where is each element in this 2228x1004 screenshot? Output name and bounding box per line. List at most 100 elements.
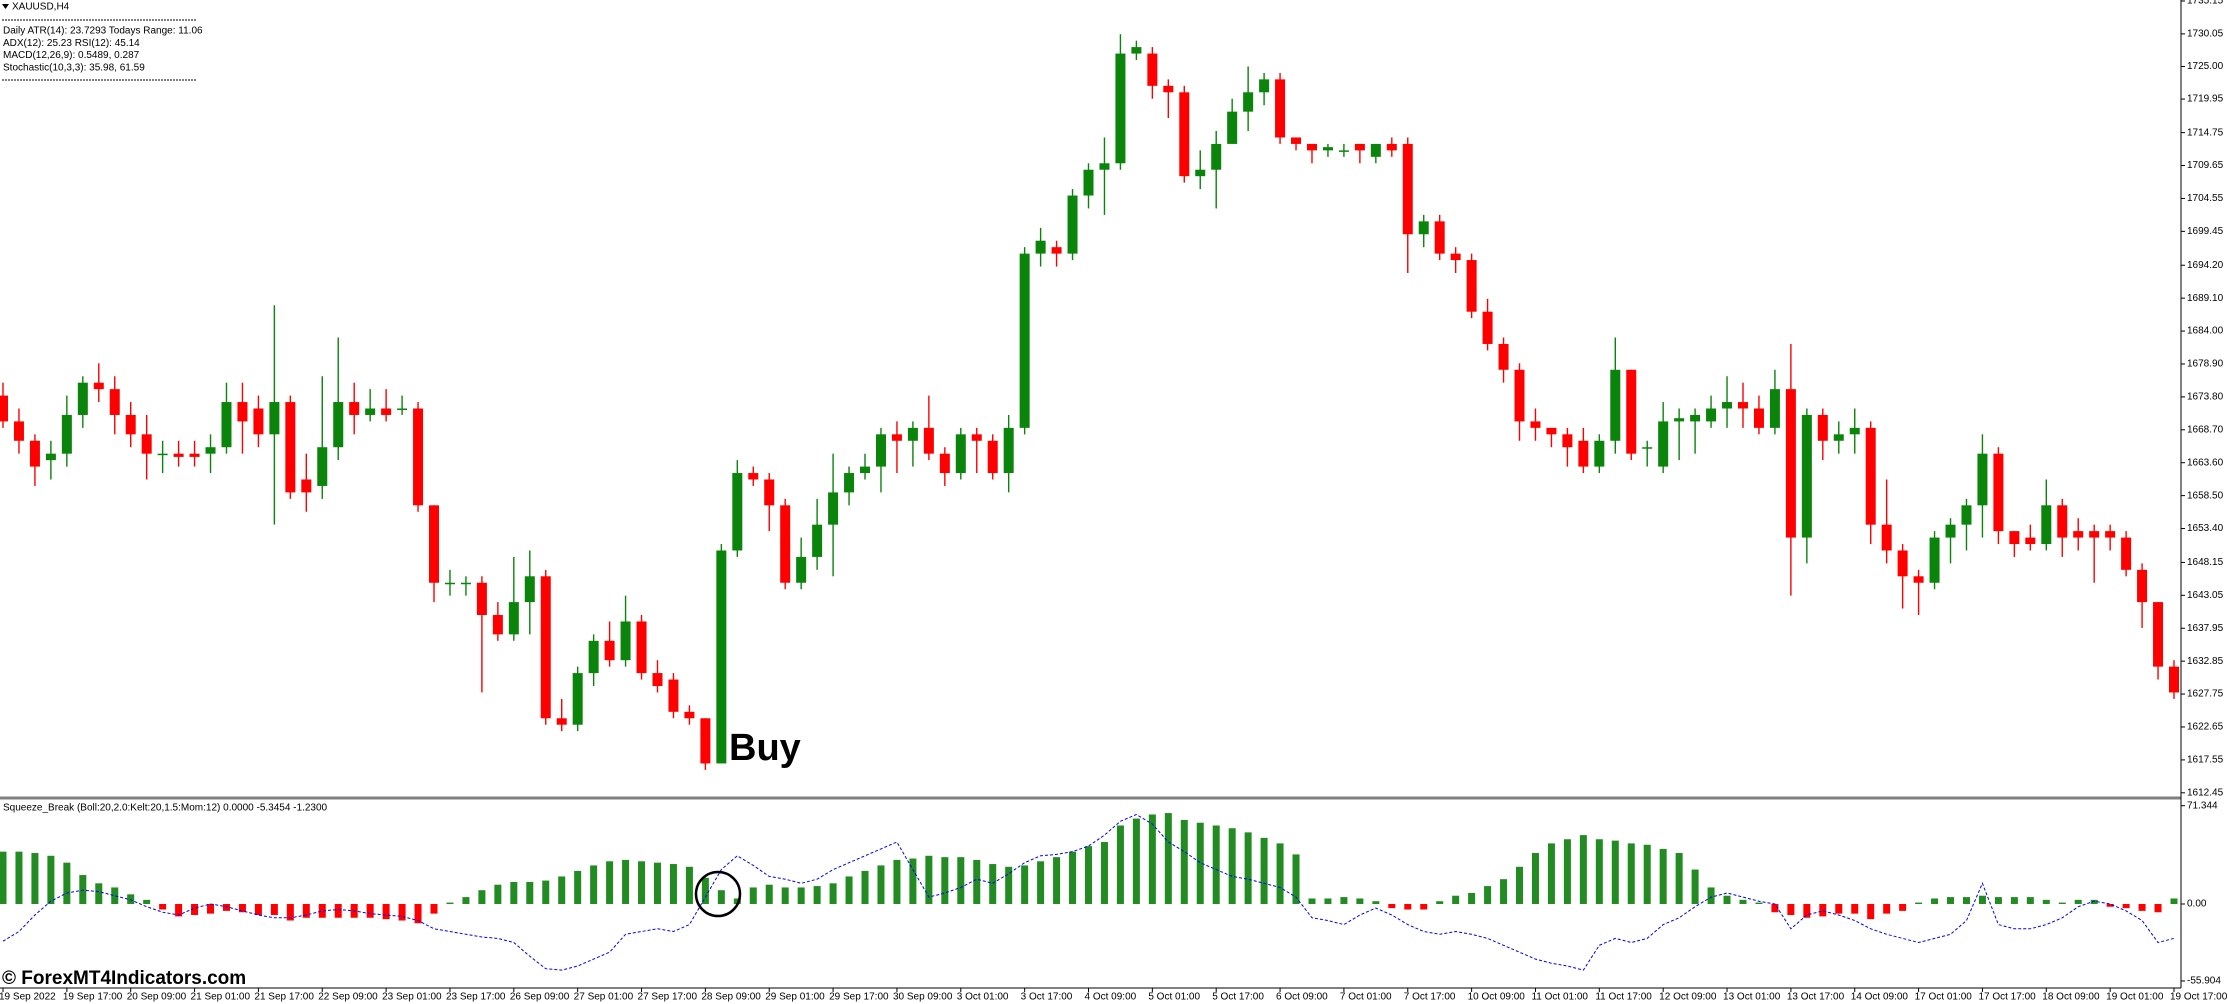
symbol-title: XAUUSD,H4 bbox=[12, 2, 70, 13]
buy-annotation: Buy bbox=[729, 727, 801, 769]
histogram-bar bbox=[1436, 901, 1444, 904]
histogram-bar bbox=[1978, 895, 1986, 904]
histogram-bar bbox=[941, 857, 949, 904]
y-tick-label: -55.904 bbox=[2187, 976, 2221, 987]
candle-body bbox=[508, 602, 519, 635]
candle-body bbox=[987, 440, 998, 474]
x-tick-label: 19 Sep 2022 bbox=[0, 992, 56, 1003]
y-tick-label: 0.00 bbox=[2187, 899, 2207, 910]
histogram-bar bbox=[1531, 853, 1539, 904]
histogram-bar bbox=[2106, 903, 2114, 907]
histogram-bar bbox=[1803, 903, 1811, 918]
candle-body bbox=[588, 640, 599, 674]
histogram-bar bbox=[574, 870, 582, 904]
histogram-bar bbox=[1292, 854, 1300, 904]
histogram-bar bbox=[478, 890, 486, 904]
x-tick-label: 21 Sep 17:00 bbox=[254, 992, 314, 1003]
candle-body bbox=[1402, 143, 1413, 235]
histogram-bar bbox=[1132, 818, 1140, 904]
candle-body bbox=[1051, 247, 1062, 254]
histogram-bar bbox=[1308, 898, 1316, 904]
candle-body bbox=[939, 453, 950, 474]
x-tick-label: 27 Sep 01:00 bbox=[574, 992, 634, 1003]
y-tick-label: 1612.45 bbox=[2187, 787, 2224, 798]
candle-body bbox=[2057, 505, 2068, 538]
histogram-bar bbox=[558, 876, 566, 904]
histogram-bar bbox=[222, 903, 230, 911]
histogram-bar bbox=[542, 880, 550, 904]
histogram-bar bbox=[590, 865, 598, 904]
histogram-bar bbox=[334, 903, 342, 918]
x-tick-label: 12 Oct 09:00 bbox=[1659, 992, 1717, 1003]
candle-body bbox=[2137, 569, 2148, 603]
histogram-bar bbox=[1755, 902, 1763, 904]
candle-body bbox=[1386, 143, 1397, 151]
candle-body bbox=[1945, 524, 1956, 538]
candle-body bbox=[476, 582, 487, 616]
candle-body bbox=[556, 718, 567, 725]
candle-body bbox=[1291, 137, 1302, 144]
histogram-bar bbox=[1180, 819, 1188, 904]
y-tick-label: 1704.55 bbox=[2187, 193, 2224, 204]
histogram-bar bbox=[1707, 887, 1715, 904]
y-tick-label: 1725.00 bbox=[2187, 61, 2224, 72]
candle-body bbox=[748, 473, 759, 480]
candle-body bbox=[1019, 253, 1030, 428]
histogram-bar bbox=[1659, 848, 1667, 904]
candle-body bbox=[1115, 53, 1126, 164]
x-tick-label: 10 Oct 09:00 bbox=[1468, 992, 1526, 1003]
x-tick-label: 23 Sep 17:00 bbox=[446, 992, 506, 1003]
candle-body bbox=[444, 582, 455, 585]
histogram-bar bbox=[1356, 898, 1364, 904]
candle-body bbox=[1147, 53, 1158, 86]
candle-body bbox=[891, 434, 902, 441]
candle-body bbox=[109, 389, 120, 415]
histogram-bar bbox=[1579, 835, 1587, 904]
histogram-bar bbox=[2042, 899, 2050, 904]
histogram-bar bbox=[79, 875, 87, 904]
x-tick-label: 22 Sep 09:00 bbox=[318, 992, 378, 1003]
histogram-bar bbox=[63, 862, 71, 904]
histogram-bar bbox=[2058, 902, 2066, 904]
histogram-bar bbox=[1244, 832, 1252, 904]
watermark: © ForexMT4Indicators.com bbox=[2, 968, 246, 989]
x-tick-label: 29 Sep 01:00 bbox=[765, 992, 825, 1003]
candle-body bbox=[1163, 85, 1174, 93]
candle-body bbox=[285, 402, 296, 493]
y-tick-label: 1714.75 bbox=[2187, 127, 2224, 138]
histogram-bar bbox=[1516, 866, 1524, 904]
candle-body bbox=[1881, 524, 1892, 551]
histogram-bar bbox=[2010, 897, 2018, 904]
y-tick-label: 1684.00 bbox=[2187, 326, 2224, 337]
histogram-bar bbox=[1723, 895, 1731, 904]
candle-body bbox=[828, 492, 839, 525]
candle-body bbox=[1083, 169, 1094, 196]
candle-body bbox=[1626, 369, 1637, 454]
histogram-bar bbox=[1164, 813, 1172, 904]
candle-body bbox=[923, 427, 934, 454]
candle-body bbox=[77, 382, 88, 415]
candle-body bbox=[317, 447, 328, 486]
histogram-bar bbox=[1116, 825, 1124, 904]
histogram-bar bbox=[1468, 892, 1476, 904]
histogram-bar bbox=[2026, 897, 2034, 904]
histogram-bar bbox=[31, 853, 39, 904]
candle-body bbox=[1259, 79, 1270, 93]
y-tick-label: 1643.05 bbox=[2187, 590, 2224, 601]
candle-body bbox=[812, 524, 823, 557]
candle-body bbox=[157, 453, 168, 456]
histogram-bar bbox=[877, 865, 885, 904]
y-tick-label: 1668.70 bbox=[2187, 424, 2224, 435]
x-tick-label: 11 Oct 01:00 bbox=[1531, 992, 1588, 1003]
x-tick-label: 26 Sep 09:00 bbox=[510, 992, 570, 1003]
histogram-bar bbox=[1931, 898, 1939, 904]
histogram-bar bbox=[430, 903, 438, 914]
candle-body bbox=[1003, 427, 1014, 474]
x-tick-label: 5 Oct 01:00 bbox=[1148, 992, 1200, 1003]
candle-body bbox=[1131, 47, 1142, 54]
histogram-bar bbox=[111, 887, 119, 904]
candle-body bbox=[1801, 414, 1812, 538]
x-tick-label: 27 Sep 17:00 bbox=[638, 992, 698, 1003]
candle-body bbox=[1179, 92, 1190, 177]
histogram-bar bbox=[1994, 897, 2002, 904]
